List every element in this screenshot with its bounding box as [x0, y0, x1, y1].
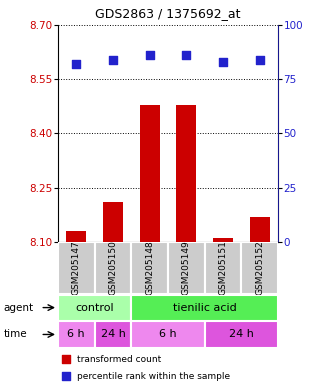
Text: transformed count: transformed count	[77, 354, 161, 364]
Text: 24 h: 24 h	[229, 329, 254, 339]
Bar	[95, 242, 131, 294]
Text: GSM205147: GSM205147	[72, 240, 81, 295]
Text: 24 h: 24 h	[101, 329, 125, 339]
Bar	[241, 242, 278, 294]
Point	[184, 52, 189, 58]
Text: tienilic acid: tienilic acid	[173, 303, 237, 313]
Text: GDS2863 / 1375692_at: GDS2863 / 1375692_at	[95, 7, 241, 20]
Text: percentile rank within the sample: percentile rank within the sample	[77, 372, 230, 381]
Point	[110, 56, 116, 63]
Bar	[131, 242, 168, 294]
Text: GSM205148: GSM205148	[145, 240, 154, 295]
Point	[64, 356, 69, 362]
Bar	[66, 231, 86, 242]
Bar	[168, 242, 205, 294]
Point	[64, 373, 69, 379]
Text: 6 h: 6 h	[68, 329, 85, 339]
Text: GSM205150: GSM205150	[109, 240, 118, 295]
Text: GSM205152: GSM205152	[255, 240, 264, 295]
Text: GSM205151: GSM205151	[218, 240, 227, 295]
Bar	[95, 321, 131, 348]
Text: 6 h: 6 h	[159, 329, 177, 339]
Bar	[250, 217, 270, 242]
Text: GSM205149: GSM205149	[182, 240, 191, 295]
Text: control: control	[75, 303, 114, 313]
Point	[220, 59, 226, 65]
Bar	[58, 321, 95, 348]
Bar	[140, 104, 160, 242]
Point	[73, 61, 79, 67]
Point	[147, 52, 152, 58]
Bar	[58, 242, 95, 294]
Point	[257, 56, 262, 63]
Bar	[213, 238, 233, 242]
Bar	[58, 295, 131, 321]
Text: time: time	[3, 329, 27, 339]
Bar	[131, 321, 205, 348]
Bar	[205, 321, 278, 348]
Text: agent: agent	[3, 303, 33, 313]
Bar	[176, 104, 196, 242]
Bar	[131, 295, 278, 321]
Bar	[205, 242, 241, 294]
Bar	[103, 202, 123, 242]
